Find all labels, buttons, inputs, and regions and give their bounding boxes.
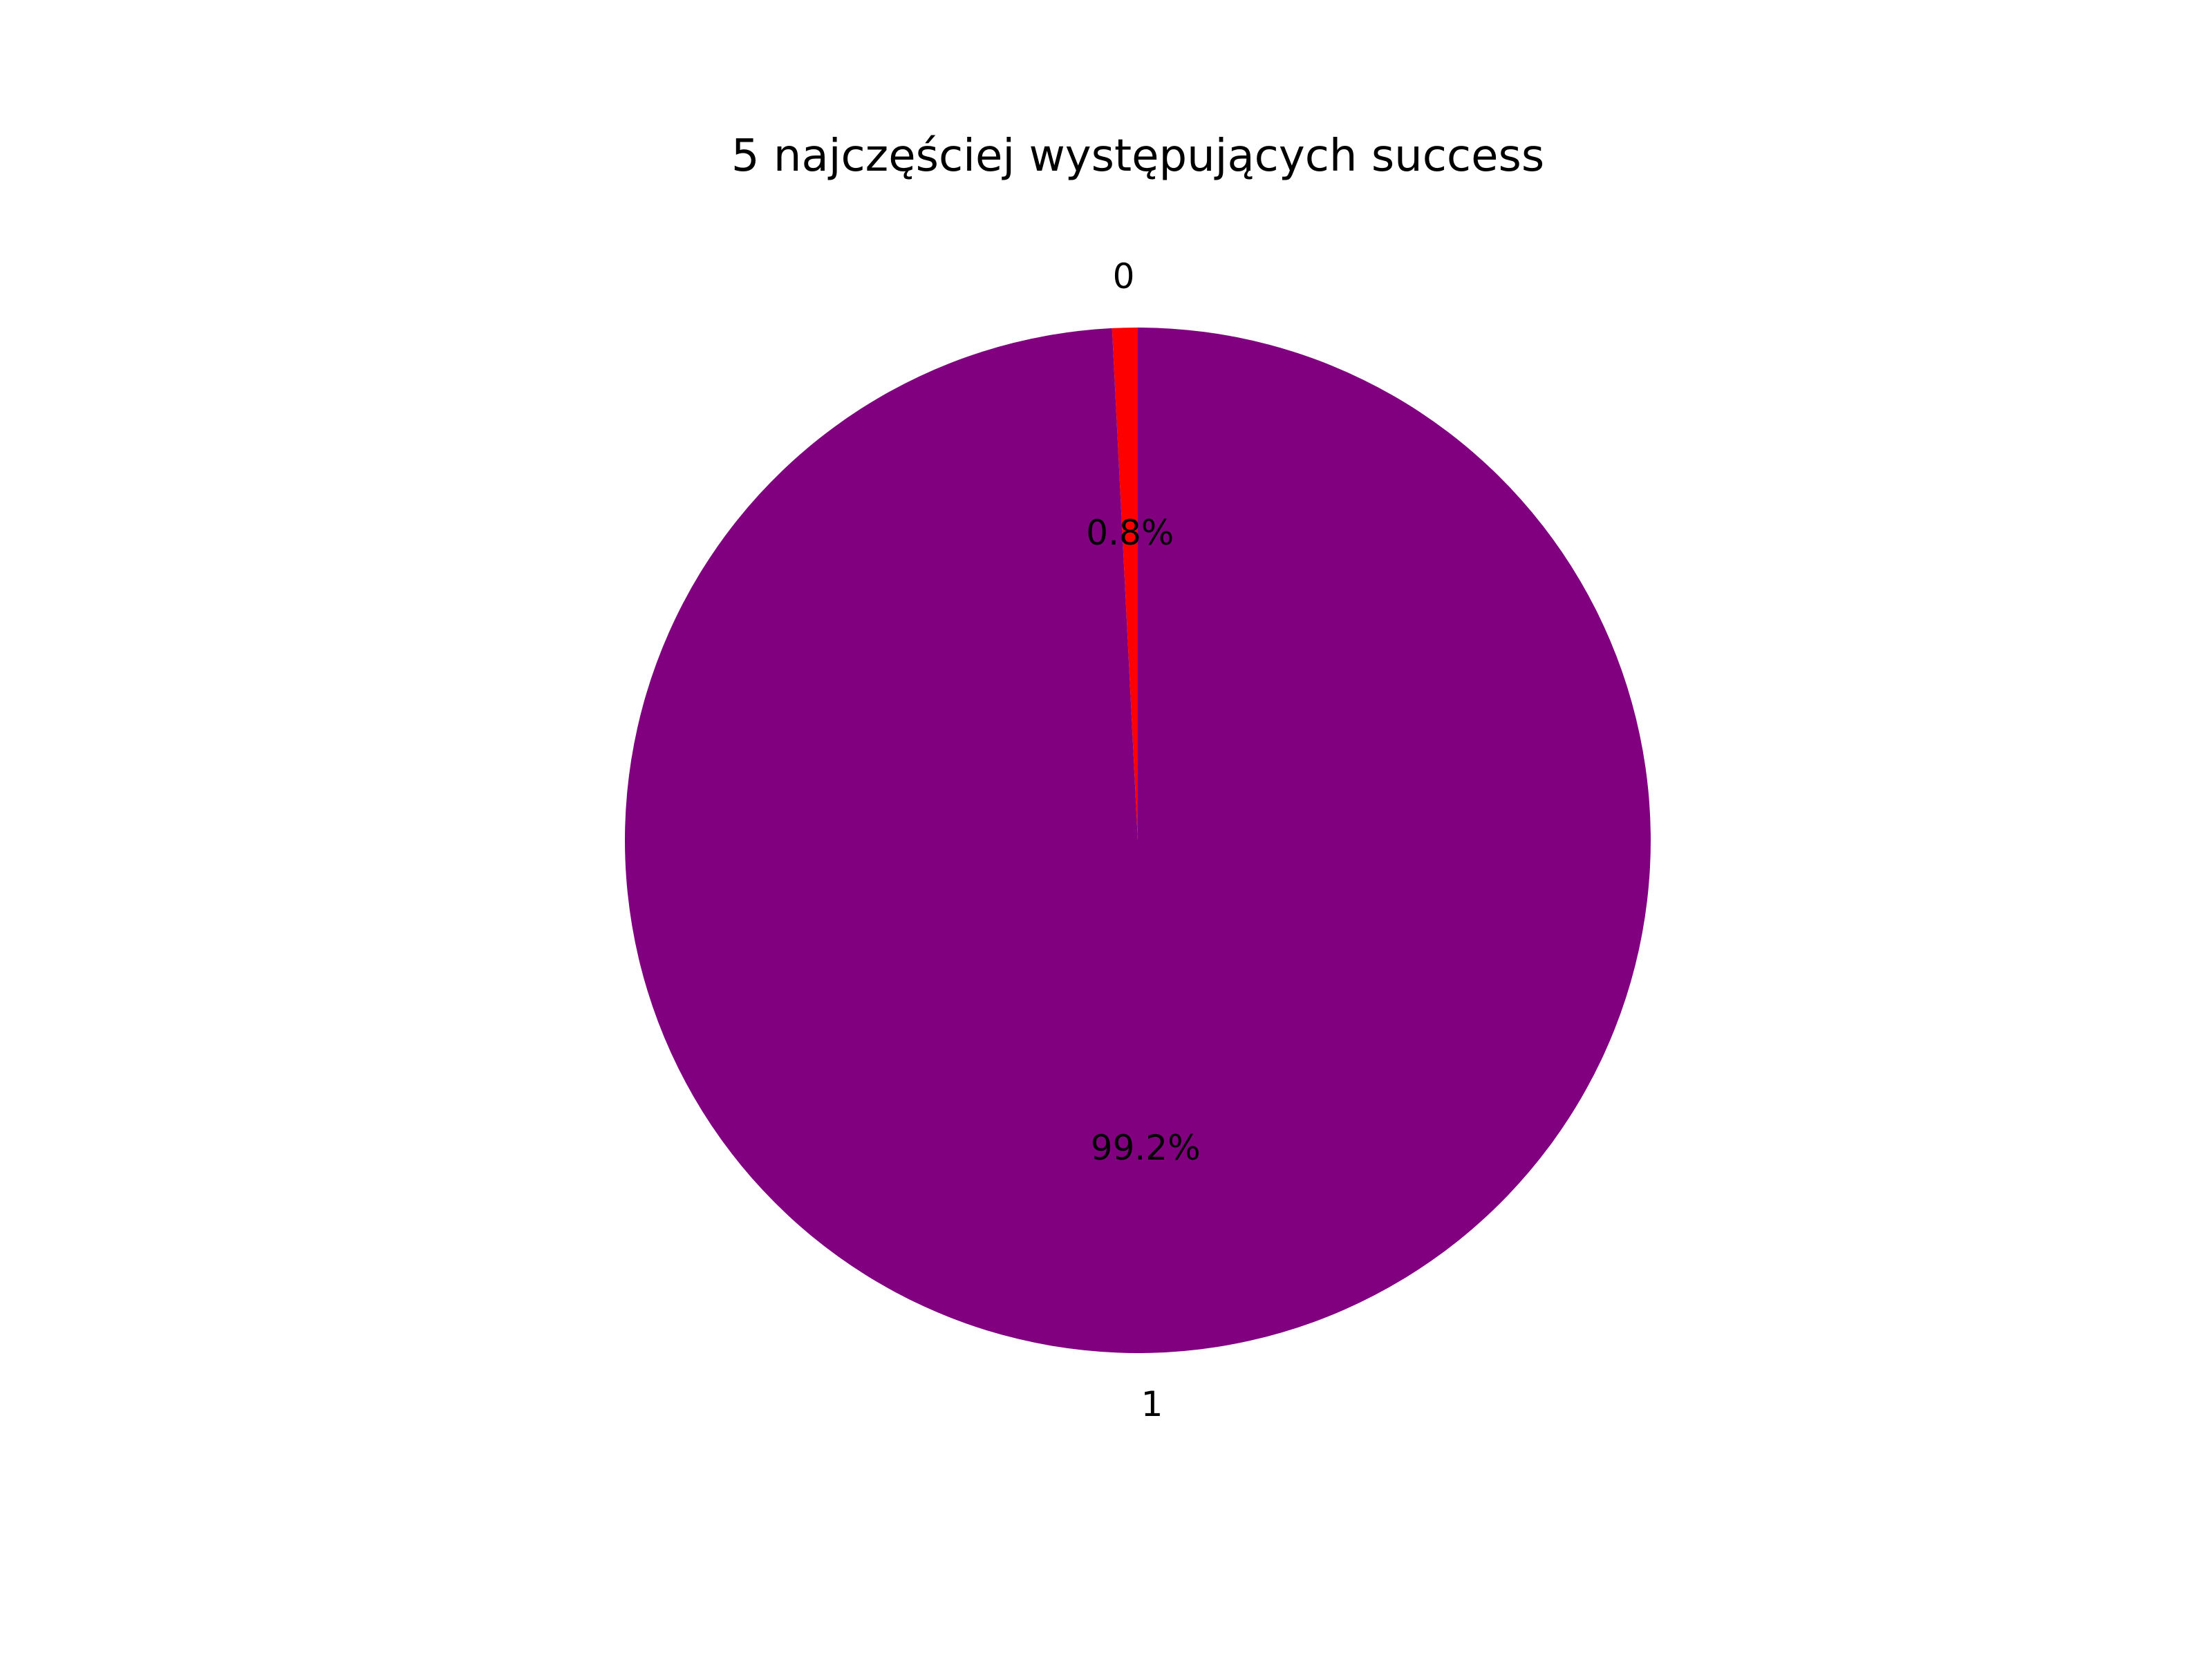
slice-category-label: 0	[1113, 256, 1135, 296]
pie-slice-0	[1112, 328, 1138, 840]
slice-percent-label: 99.2%	[1091, 1128, 1201, 1168]
pie-slices	[625, 328, 1651, 1353]
pie-slice-1	[625, 328, 1651, 1353]
pie-labels: 0 0.8% 1 99.2%	[1086, 256, 1200, 1424]
slice-category-label: 1	[1141, 1384, 1163, 1424]
chart-title: 5 najczęściej występujących success	[731, 131, 1544, 182]
slice-percent-label: 0.8%	[1086, 513, 1174, 553]
